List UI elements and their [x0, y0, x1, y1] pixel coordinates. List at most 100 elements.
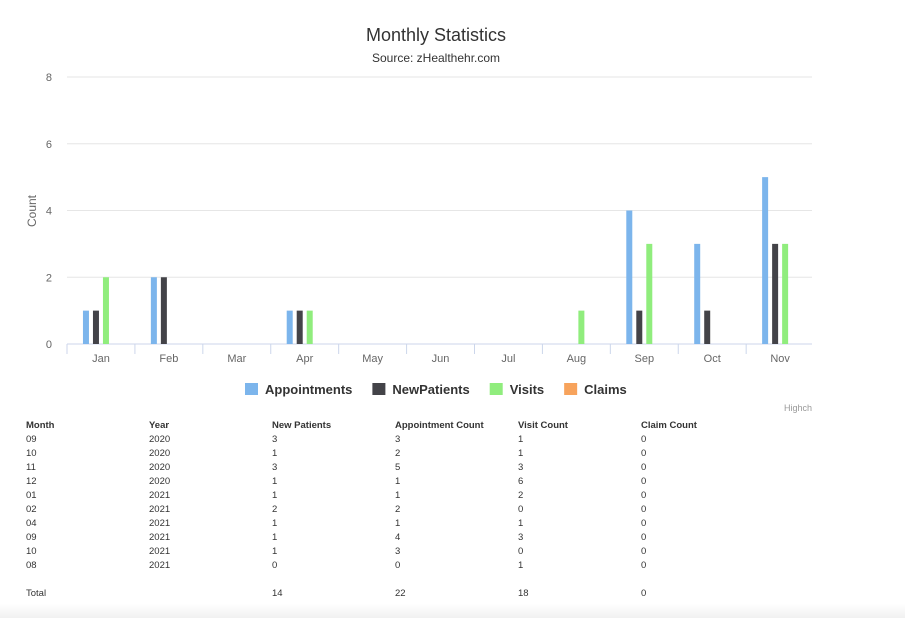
x-tick-label: Jan	[92, 353, 110, 365]
table-cell: 2021	[149, 503, 171, 515]
table-cell: 0	[641, 545, 647, 557]
x-tick-label: Jul	[501, 353, 515, 365]
table-cell: 2020	[149, 447, 171, 459]
table-cell: 22	[395, 587, 406, 599]
table-cell: 1	[272, 517, 278, 529]
y-tick-label: 2	[46, 272, 52, 284]
table-cell: 11	[26, 461, 36, 473]
legend: Appointments NewPatients Visits Claims	[245, 382, 627, 397]
table-cell: 2	[272, 503, 278, 515]
chart-container: Monthly Statistics Source: zHealthehr.co…	[25, 25, 812, 397]
table-row: 10 2021 1 3 0 0	[26, 544, 764, 558]
table-cell: 1	[518, 559, 524, 571]
table-cell: 1	[518, 433, 524, 445]
y-tick-label: 8	[46, 72, 52, 84]
table-cell: 1	[272, 475, 278, 487]
x-tick-label: Feb	[159, 353, 178, 365]
table-cell: 0	[518, 545, 524, 557]
table-cell: 2	[395, 447, 401, 459]
table-spacer-row	[26, 572, 764, 586]
table-cell: 2020	[149, 461, 171, 473]
legend-label: Visits	[510, 382, 544, 397]
chart-credit[interactable]: Highch	[783, 403, 812, 413]
table-cell: 6	[518, 475, 524, 487]
table-cell: 1	[395, 475, 401, 487]
table-row: 09 2020 3 3 1 0	[26, 432, 764, 446]
table-cell: 0	[641, 489, 647, 501]
table-total-row: Total 14 22 18 0	[26, 586, 764, 600]
table-header-cell: Visit Count	[518, 419, 568, 431]
table-cell: 5	[395, 461, 401, 473]
bar-appointments	[626, 210, 633, 344]
table-row: 02 2021 2 2 0 0	[26, 502, 764, 516]
x-tick-label: May	[362, 353, 383, 365]
table-cell: 1	[395, 489, 401, 501]
table-cell: 0	[641, 531, 647, 543]
table-header-row: Month Year New Patients Appointment Coun…	[26, 418, 764, 432]
table-row: 09 2021 1 4 3 0	[26, 530, 764, 544]
table-cell: 1	[518, 517, 524, 529]
table-cell: 1	[272, 531, 278, 543]
y-axis-ticks: 0 2 4 6 8	[46, 72, 52, 351]
table-cell: 0	[272, 559, 278, 571]
x-tick-label: Mar	[227, 353, 246, 365]
x-tick-label: Oct	[704, 353, 721, 365]
table-header-cell: New Patients	[272, 419, 332, 431]
table-cell	[149, 586, 272, 600]
bar-newpatients	[636, 310, 643, 344]
x-tick-label: Aug	[567, 353, 587, 365]
x-tick-label: Apr	[296, 353, 313, 365]
bar-newpatients	[92, 310, 99, 344]
legend-item[interactable]: Appointments	[245, 382, 352, 397]
table-cell: 10	[26, 545, 37, 557]
table-cell: 0	[641, 461, 647, 473]
chart-subtitle: Source: zHealthehr.com	[372, 51, 500, 65]
table-row: 08 2021 0 0 1 0	[26, 558, 764, 572]
table-cell: 0	[641, 433, 647, 445]
legend-item[interactable]: Claims	[564, 382, 627, 397]
chart-title: Monthly Statistics	[366, 25, 506, 45]
table-cell: 04	[26, 517, 37, 529]
table-row: 11 2020 3 5 3 0	[26, 460, 764, 474]
legend-item[interactable]: NewPatients	[372, 382, 470, 397]
bar-visits	[782, 243, 789, 344]
table-cell: 1	[518, 447, 524, 459]
page-bottom-edge	[0, 604, 905, 618]
table-cell: 2021	[149, 545, 171, 557]
table-cell: 2021	[149, 559, 171, 571]
x-tick-label: Nov	[770, 353, 790, 365]
bar-appointments	[762, 177, 769, 344]
table-cell: 12	[26, 475, 37, 487]
table-header-cell: Month	[26, 419, 55, 431]
bar-newpatients	[772, 243, 779, 344]
table-header-cell: Appointment Count	[395, 419, 484, 431]
table-row: 01 2021 1 1 2 0	[26, 488, 764, 502]
table-row: 10 2020 1 2 1 0	[26, 446, 764, 460]
bar-appointments	[694, 243, 701, 344]
table-cell: 0	[641, 475, 647, 487]
table-cell: 3	[395, 545, 401, 557]
bar-chart: Monthly Statistics Source: zHealthehr.co…	[25, 25, 812, 397]
table-cell: 0	[641, 503, 647, 515]
legend-swatch	[245, 383, 258, 395]
table-row: 04 2021 1 1 1 0	[26, 516, 764, 530]
table-body: 09 2020 3 3 1 0 10 2020 1 2 1 0 11 2020 3 5 3 0 12 2020 1 1 6 0…	[26, 432, 764, 600]
table-cell: 2020	[149, 475, 171, 487]
legend-item[interactable]: Visits	[489, 382, 544, 397]
table-cell: 01	[26, 489, 37, 501]
bar-visits	[306, 310, 313, 344]
table-cell: 2	[518, 489, 524, 501]
table-cell: 1	[395, 517, 401, 529]
table-cell: 3	[518, 531, 524, 543]
bar-newpatients	[704, 310, 711, 344]
table-cell: 2021	[149, 489, 171, 501]
table-header-cell: Year	[149, 419, 170, 431]
y-axis-title: Count	[25, 194, 39, 227]
y-tick-label: 4	[46, 206, 52, 218]
x-axis: JanFebMarAprMayJunJulAugSepOctNovDec	[66, 344, 790, 365]
table-cell: 10	[26, 447, 37, 459]
table-cell: 1	[272, 489, 278, 501]
legend-swatch	[372, 383, 386, 395]
y-tick-label: 6	[46, 139, 52, 151]
y-tick-label: 0	[46, 339, 52, 351]
